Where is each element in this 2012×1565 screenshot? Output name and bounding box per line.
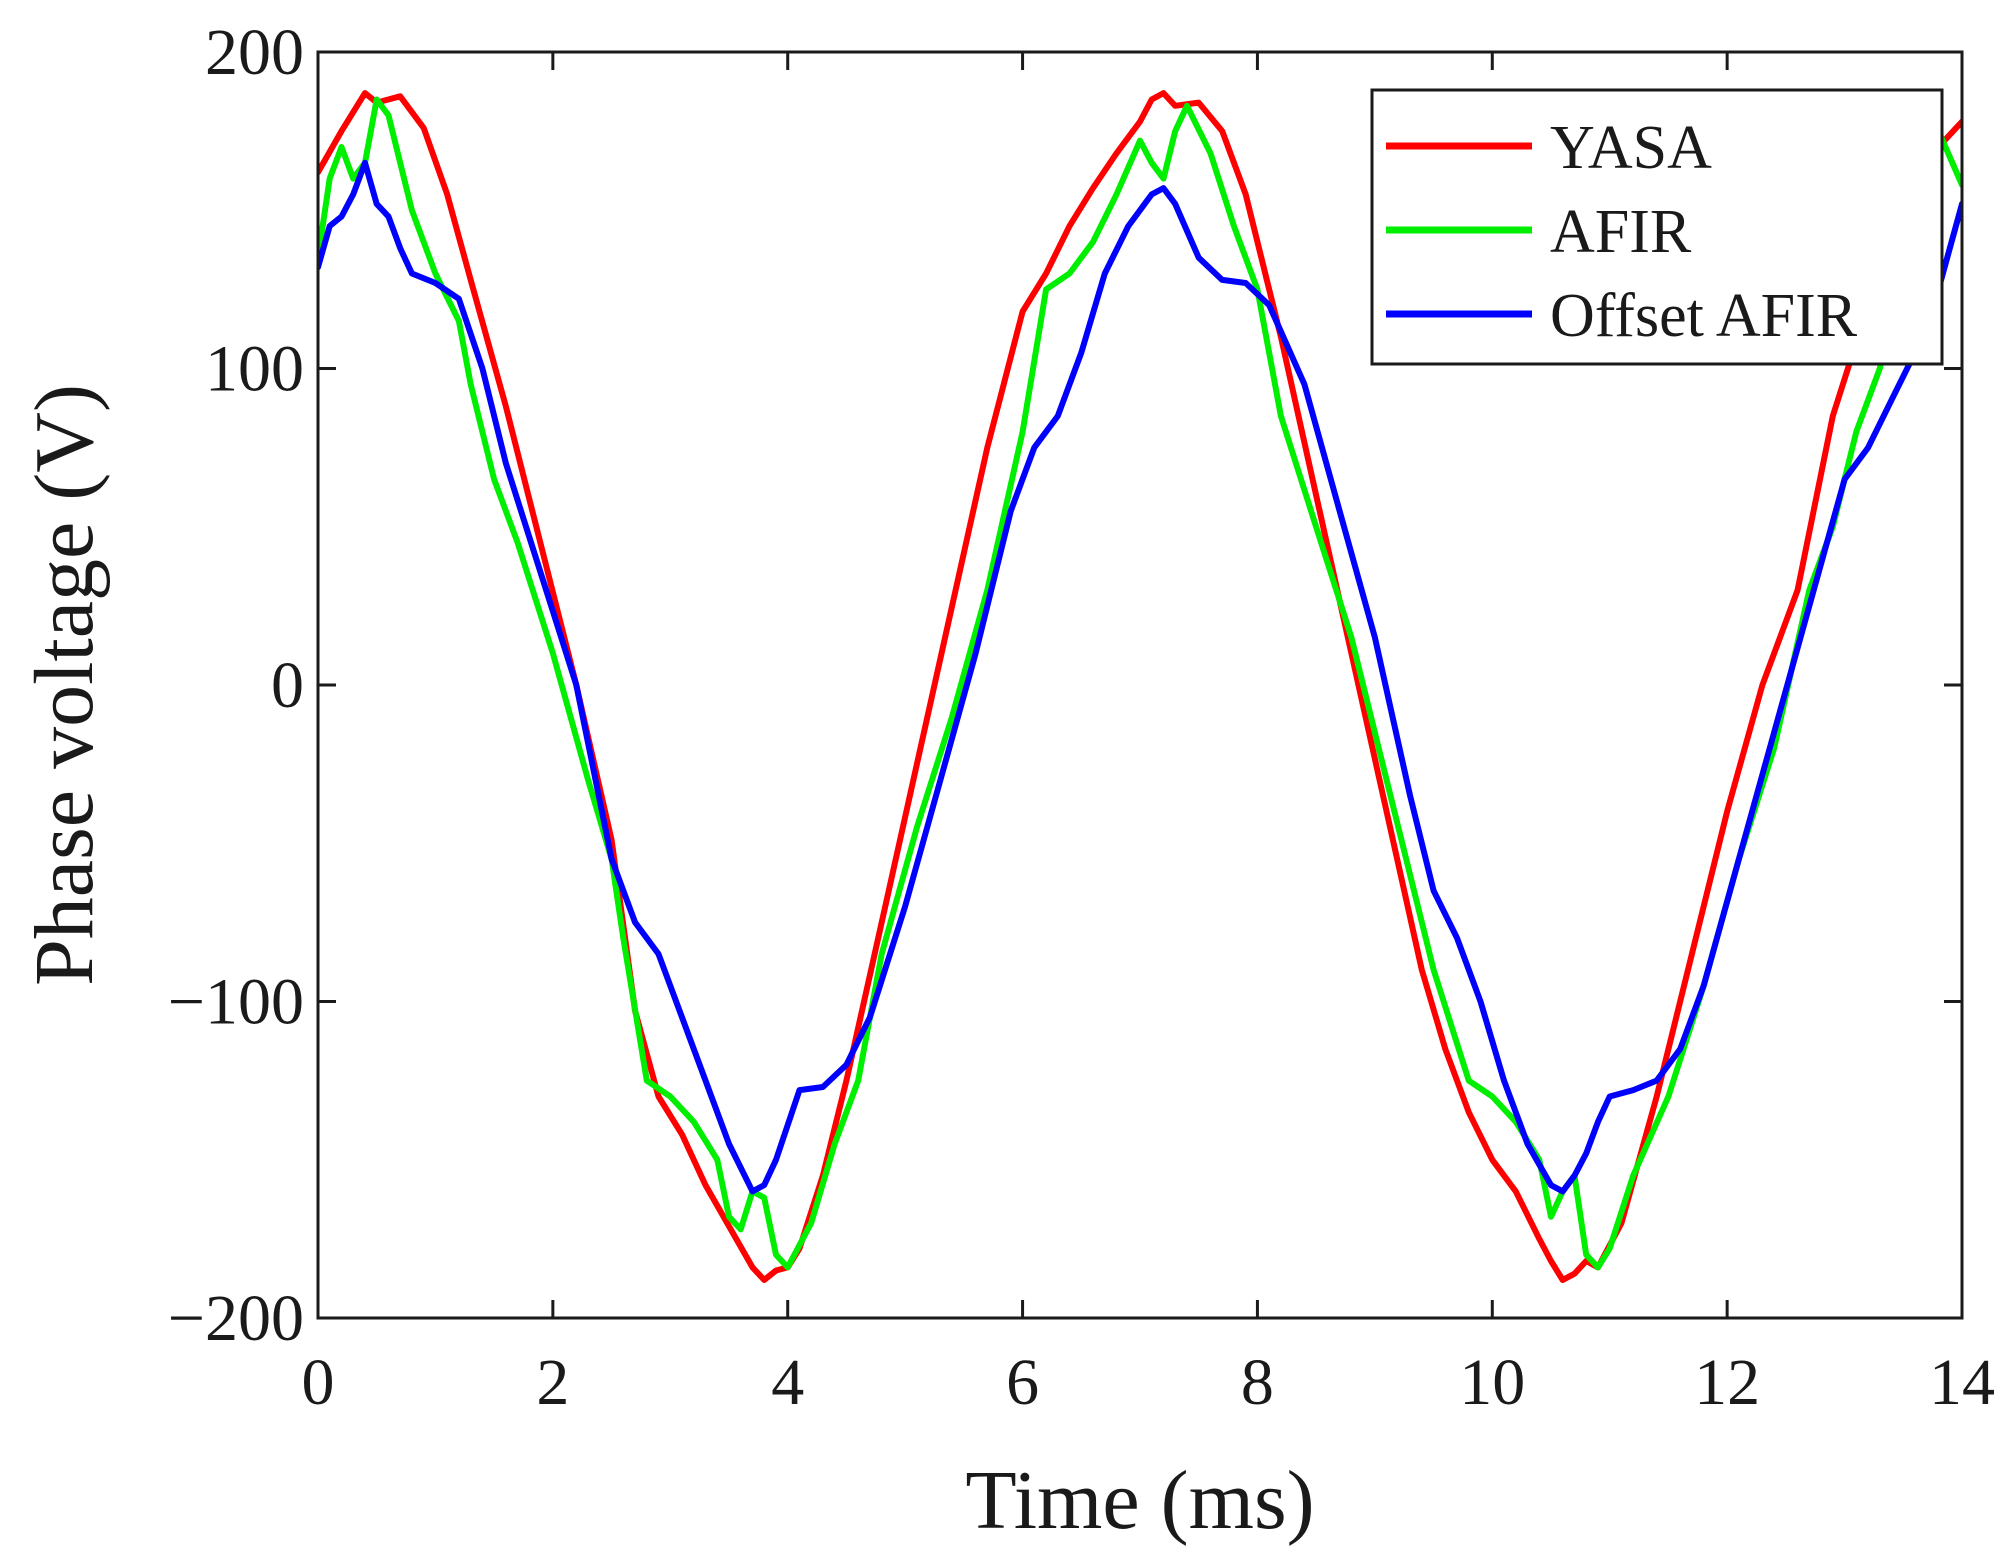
legend: YASA AFIR Offset AFIR [1370,88,1944,366]
y-tick-label: 100 [205,333,304,406]
series-line-offset-afir [318,159,1962,1195]
series-layer [318,90,1962,1283]
y-tick-label: 200 [205,16,304,89]
axis-layer: 0 2 4 6 8 10 12 14 −200 −100 0 100 200 [168,16,1995,1419]
legend-label-afir: AFIR [1550,198,1692,266]
series-line-afir [318,96,1962,1271]
x-tick-label: 10 [1459,1346,1525,1419]
legend-label-yasa: YASA [1550,114,1712,182]
y-tick-label: 0 [271,649,304,722]
x-axis-label: Time (ms) [965,1454,1314,1547]
x-tick-label: 8 [1241,1346,1274,1419]
x-tick-label: 4 [771,1346,804,1419]
x-tick-label: 0 [302,1346,335,1419]
x-tick-label: 6 [1006,1346,1039,1419]
y-tick-label: −200 [168,1282,304,1355]
x-tick-label: 2 [536,1346,569,1419]
y-axis-label: Phase voltage (V) [18,384,111,986]
legend-label-offset-afir: Offset AFIR [1550,282,1858,350]
x-tick-label: 12 [1694,1346,1760,1419]
x-tick-label: 14 [1929,1346,1995,1419]
y-tick-label: −100 [168,966,304,1039]
